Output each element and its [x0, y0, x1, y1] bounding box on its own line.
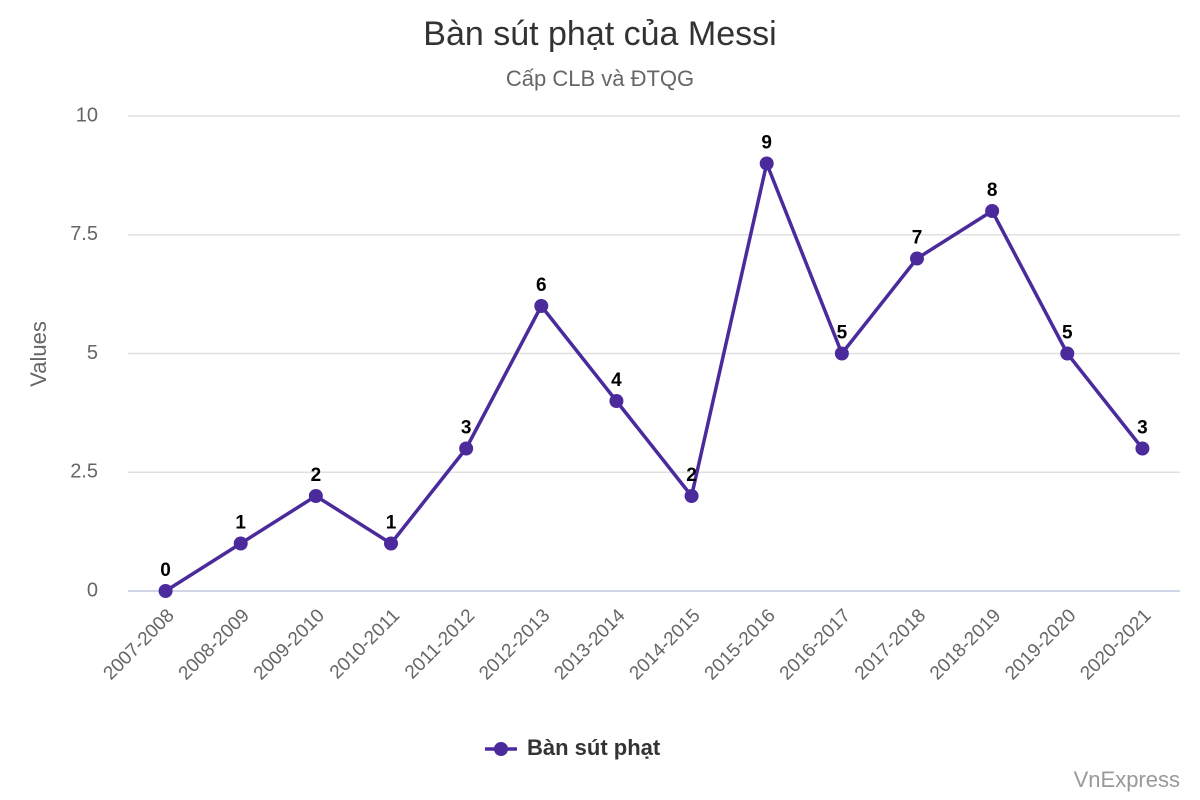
- data-label: 4: [611, 370, 622, 391]
- x-tick-label: 2016-2017: [776, 605, 855, 684]
- data-label: 8: [987, 180, 998, 201]
- x-tick-label: 2017-2018: [851, 605, 930, 684]
- y-tick-label: 10: [76, 104, 98, 126]
- point: [985, 204, 1000, 218]
- y-axis-title: Values: [26, 321, 51, 387]
- data-label: 3: [1137, 418, 1148, 439]
- point: [1135, 441, 1150, 456]
- data-label: 1: [235, 513, 246, 534]
- point: [233, 536, 248, 551]
- y-tick-label: 0: [87, 579, 98, 601]
- legend-marker: [494, 742, 508, 756]
- point: [759, 156, 774, 171]
- point: [384, 536, 398, 551]
- point: [609, 394, 624, 408]
- data-label: 2: [686, 465, 697, 486]
- x-tick-label: 2012-2013: [475, 605, 554, 684]
- x-tick-label: 2020-2021: [1076, 605, 1155, 684]
- y-tick-label: 7.5: [70, 223, 98, 245]
- point: [459, 441, 474, 456]
- x-tick-label: 2007-2008: [100, 605, 179, 684]
- y-tick-label: 2.5: [70, 461, 98, 483]
- x-tick-label: 2013-2014: [550, 605, 629, 684]
- point: [1060, 346, 1075, 361]
- point: [684, 489, 699, 503]
- y-tick-label: 5: [87, 342, 98, 364]
- point: [158, 584, 173, 598]
- x-tick-label: 2019-2020: [1001, 605, 1080, 684]
- data-label: 9: [761, 133, 772, 154]
- data-label: 5: [1062, 323, 1073, 344]
- data-label: 6: [536, 275, 547, 296]
- point: [834, 346, 849, 361]
- x-tick-label: 2008-2009: [175, 605, 254, 684]
- x-tick-label: 2014-2015: [626, 605, 705, 684]
- data-label: 2: [311, 465, 322, 486]
- x-tick-label: 2011-2012: [401, 605, 479, 683]
- point: [308, 489, 323, 503]
- credit: VnExpress: [1074, 767, 1180, 792]
- x-tick-label: 2009-2010: [250, 605, 329, 684]
- x-tick-label: 2018-2019: [926, 605, 1005, 684]
- data-label: 7: [912, 228, 923, 249]
- x-tick-label: 2015-2016: [701, 605, 780, 684]
- point: [534, 299, 549, 313]
- chart-title: Bàn sút phạt của Messi: [423, 15, 776, 53]
- data-label: 5: [837, 323, 848, 344]
- chart-subtitle: Cấp CLB và ĐTQG: [506, 66, 694, 91]
- legend-label: Bàn sút phạt: [527, 735, 661, 760]
- data-label: 0: [160, 560, 171, 581]
- data-label: 3: [461, 418, 472, 439]
- line: [164, 161, 1144, 593]
- point: [910, 251, 924, 266]
- x-tick-label: 2010-2011: [326, 605, 404, 683]
- data-label: 1: [386, 513, 397, 534]
